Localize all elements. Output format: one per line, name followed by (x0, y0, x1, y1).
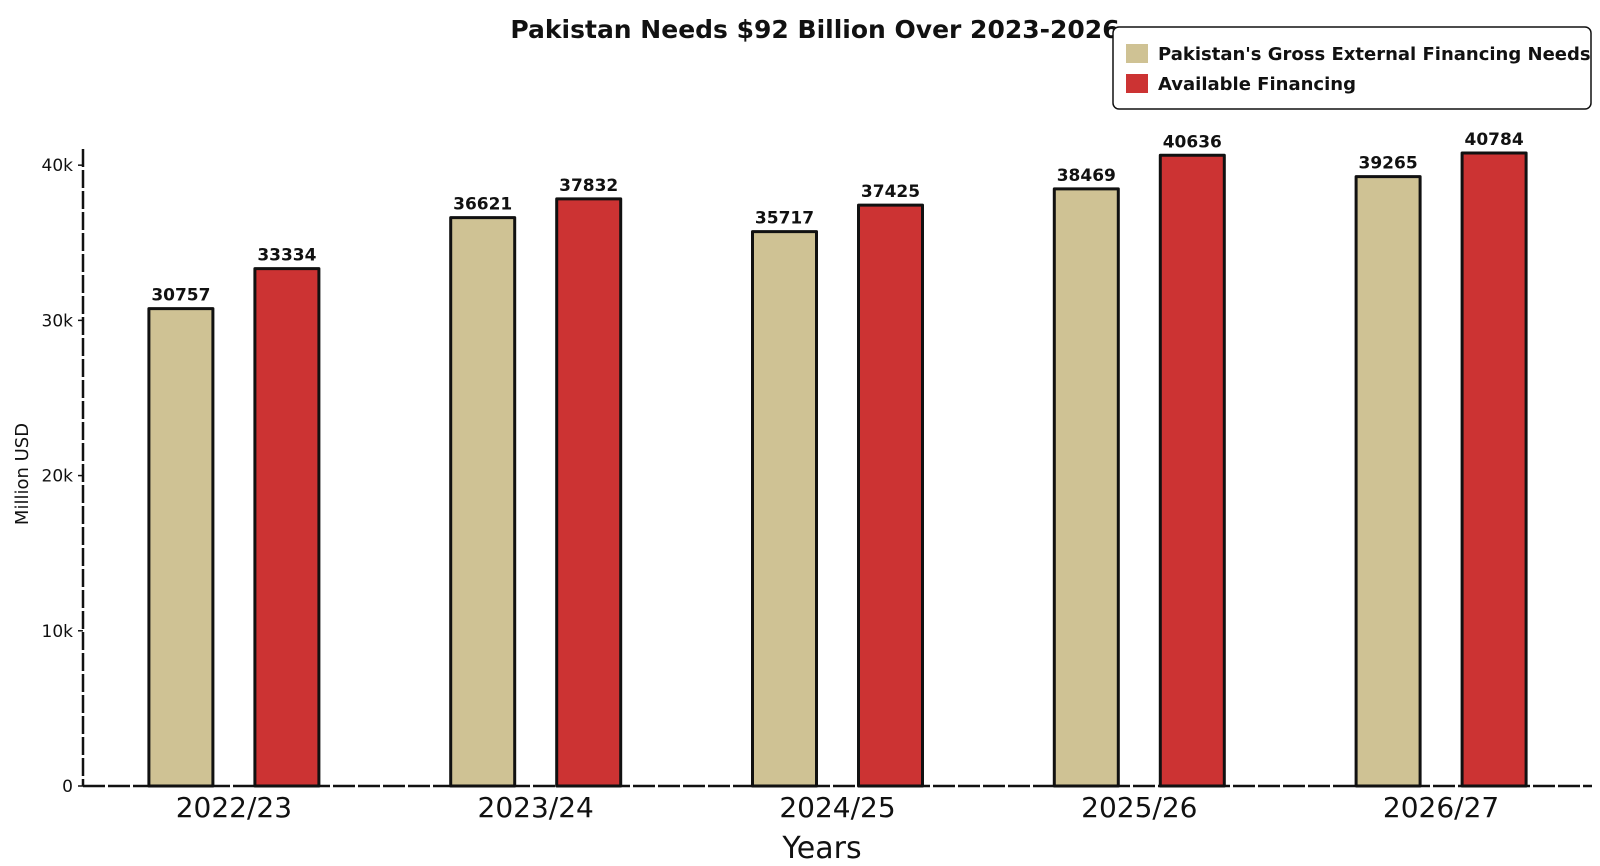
y-tick-label: 30k (42, 311, 74, 331)
data-label-available: 40636 (1163, 132, 1222, 152)
x-axis-categories: 2022/23 2023/24 2024/25 2025/26 2026/27 (176, 791, 1500, 824)
data-label-needs: 30757 (151, 286, 210, 306)
bar-available (555, 197, 623, 788)
x-tick-label: 2024/25 (779, 791, 895, 824)
data-label-needs: 35717 (755, 209, 814, 229)
x-tick-label: 2022/23 (176, 791, 292, 824)
bar-needs (1052, 187, 1120, 788)
y-axis-label: Million USD (12, 423, 33, 525)
legend-swatch-needs (1126, 44, 1148, 63)
y-tick-label: 0 (62, 777, 73, 797)
bar-needs (449, 216, 517, 788)
y-tick-label: 40k (42, 156, 74, 176)
bar-needs (147, 307, 215, 788)
data-label-available: 37832 (559, 176, 618, 196)
y-axis-ticks: 0 10k 20k 30k 40k (42, 156, 83, 797)
data-label-available: 37425 (861, 182, 920, 202)
bar-needs (1354, 175, 1422, 788)
x-tick-label: 2026/27 (1383, 791, 1499, 824)
data-labels: 30757 33334 36621 37832 35717 37425 38469 40636… (151, 130, 1524, 306)
legend-label-available: Available Financing (1158, 74, 1356, 95)
y-tick-label: 10k (42, 622, 74, 642)
legend-swatch-available (1126, 74, 1148, 93)
bar-available (253, 267, 321, 788)
x-axis-label: Years (781, 831, 861, 866)
bars (147, 151, 1528, 788)
data-label-needs: 39265 (1359, 154, 1418, 174)
bar-available (857, 203, 924, 788)
legend-label-needs: Pakistan's Gross External Financing Need… (1158, 44, 1591, 65)
data-label-needs: 36621 (453, 195, 512, 215)
data-label-available: 40784 (1465, 130, 1524, 150)
axes (81, 149, 1592, 788)
bar-needs (751, 230, 818, 788)
bar-available (1460, 151, 1528, 788)
y-tick-label: 20k (42, 467, 74, 487)
legend: Pakistan's Gross External Financing Need… (1112, 26, 1592, 110)
x-tick-label: 2023/24 (478, 791, 594, 824)
chart-title: Pakistan Needs $92 Billion Over 2023-202… (510, 15, 1119, 44)
legend-box (1112, 26, 1592, 110)
bar-available (1158, 153, 1226, 788)
x-tick-label: 2025/26 (1081, 791, 1197, 824)
data-label-available: 33334 (257, 246, 316, 266)
data-label-needs: 38469 (1057, 166, 1116, 186)
